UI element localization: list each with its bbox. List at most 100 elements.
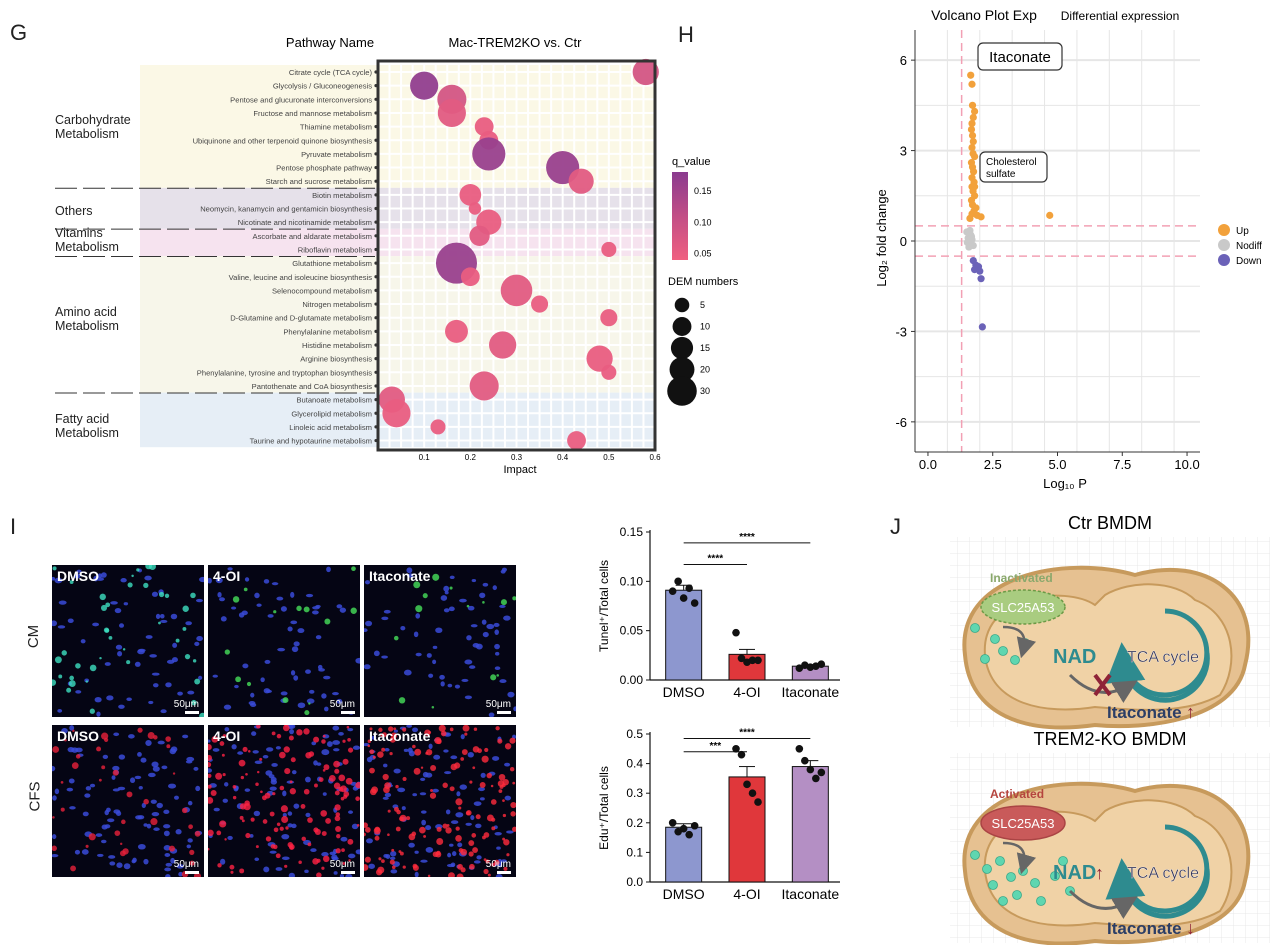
stained-cell bbox=[281, 816, 289, 823]
nucleus bbox=[494, 832, 502, 836]
stained-cell bbox=[313, 827, 319, 833]
nucleus bbox=[432, 788, 439, 793]
data-point bbox=[817, 660, 826, 669]
bar-4-oi bbox=[728, 776, 766, 883]
panel-letter-i: I bbox=[10, 514, 17, 539]
stained-cell bbox=[419, 826, 426, 834]
stained-cell bbox=[346, 725, 350, 729]
nucleus bbox=[383, 853, 389, 858]
stained-cell bbox=[101, 765, 106, 770]
stained-cell bbox=[307, 817, 313, 823]
nucleus bbox=[444, 590, 449, 595]
stained-cell bbox=[481, 755, 489, 763]
nucleus bbox=[421, 819, 427, 826]
stained-cell bbox=[498, 773, 506, 781]
nad-molecule bbox=[990, 634, 1000, 644]
nucleus bbox=[492, 585, 497, 591]
nucleus bbox=[104, 662, 111, 666]
significance-label: **** bbox=[739, 532, 755, 543]
stained-cell bbox=[239, 803, 247, 810]
stained-cell bbox=[491, 826, 496, 831]
stained-cell bbox=[58, 674, 63, 679]
nucleus bbox=[187, 838, 193, 843]
stained-cell bbox=[377, 866, 385, 874]
stained-cell bbox=[483, 868, 489, 875]
pathway-label: Nicotinate and nicotinamide metabolism bbox=[238, 218, 372, 227]
nucleus bbox=[420, 777, 426, 781]
stained-cell bbox=[496, 674, 499, 677]
stained-cell bbox=[101, 732, 109, 740]
stained-cell bbox=[391, 848, 395, 852]
stained-cell bbox=[122, 848, 129, 855]
h-x-axis-label: Log₁₀ P bbox=[1043, 476, 1087, 491]
slc25a53-label: SLC25A53 bbox=[992, 816, 1055, 831]
nucleus bbox=[403, 748, 409, 753]
stained-cell bbox=[276, 733, 282, 739]
stained-cell bbox=[502, 837, 506, 841]
nucleus bbox=[500, 569, 506, 574]
nucleus bbox=[348, 810, 354, 814]
nucleus bbox=[107, 818, 115, 823]
stained-cell bbox=[369, 767, 375, 774]
stained-cell bbox=[334, 815, 341, 822]
nucleus bbox=[415, 652, 422, 657]
nucleus bbox=[419, 792, 427, 796]
nucleus bbox=[475, 823, 482, 829]
volcano-point-up bbox=[970, 183, 979, 191]
stained-cell bbox=[460, 867, 466, 873]
nucleus bbox=[456, 791, 461, 797]
stained-cell bbox=[282, 725, 290, 732]
nucleus bbox=[494, 666, 501, 671]
bubble bbox=[469, 225, 490, 246]
stained-cell bbox=[273, 610, 277, 614]
nucleus bbox=[61, 728, 68, 734]
stained-cell bbox=[189, 849, 195, 855]
stained-cell bbox=[270, 844, 276, 849]
nucleus bbox=[178, 871, 183, 877]
nucleus bbox=[281, 834, 290, 840]
volcano-point-down bbox=[978, 323, 986, 331]
category-label: Itaconate bbox=[782, 886, 840, 902]
nucleus bbox=[290, 620, 298, 625]
row-label-cm: CM bbox=[25, 624, 43, 649]
legend-label: Nodiff bbox=[1236, 241, 1262, 252]
nucleus bbox=[406, 567, 413, 574]
itaconate-label: Itaconate bbox=[1107, 703, 1182, 722]
stained-cell bbox=[378, 857, 382, 861]
volcano-point-nodiff bbox=[969, 241, 977, 250]
nucleus bbox=[58, 600, 67, 605]
nucleus bbox=[340, 836, 348, 842]
stained-cell bbox=[498, 789, 503, 793]
stained-cell bbox=[279, 751, 286, 759]
nucleus bbox=[145, 740, 152, 746]
nucleus bbox=[152, 766, 160, 772]
nucleus bbox=[134, 661, 141, 667]
stained-cell bbox=[393, 635, 399, 641]
stained-cell bbox=[432, 851, 439, 858]
y-tick-label: -3 bbox=[895, 324, 907, 339]
itaconate-down-arrow: ↓ bbox=[1186, 918, 1195, 938]
nucleus bbox=[212, 674, 218, 678]
nucleus bbox=[118, 623, 125, 628]
stained-cell bbox=[343, 791, 350, 797]
stained-cell bbox=[438, 725, 446, 732]
stained-cell bbox=[510, 801, 516, 809]
data-point bbox=[748, 789, 757, 797]
nucleus bbox=[140, 757, 147, 763]
data-point bbox=[668, 819, 677, 827]
nucleus bbox=[165, 682, 172, 688]
stained-cell bbox=[442, 823, 448, 829]
stained-cell bbox=[449, 786, 455, 792]
stained-cell bbox=[380, 733, 384, 737]
stained-cell bbox=[72, 729, 75, 733]
nucleus bbox=[254, 857, 260, 862]
nucleus bbox=[305, 669, 311, 674]
stained-cell bbox=[232, 795, 237, 800]
micrograph-label: 4-OI bbox=[213, 728, 241, 744]
stained-cell bbox=[384, 782, 392, 790]
nucleus bbox=[390, 869, 398, 874]
stained-cell bbox=[455, 798, 463, 806]
bubble bbox=[500, 274, 533, 307]
nucleus bbox=[304, 869, 309, 874]
data-point bbox=[685, 584, 693, 593]
